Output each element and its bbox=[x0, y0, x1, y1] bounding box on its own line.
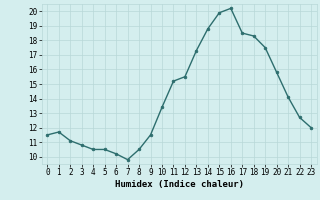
X-axis label: Humidex (Indice chaleur): Humidex (Indice chaleur) bbox=[115, 180, 244, 189]
